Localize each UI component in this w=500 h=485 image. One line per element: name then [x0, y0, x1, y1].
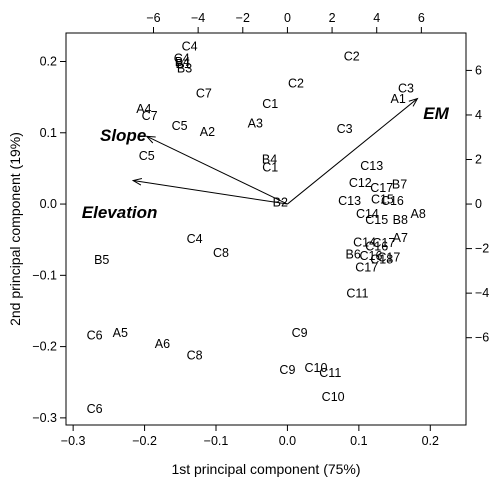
plot-frame — [65, 32, 467, 426]
point-label: B5 — [94, 253, 109, 267]
point-label: B7 — [392, 178, 407, 192]
top-tick-label: −4 — [191, 11, 205, 25]
y-tick-label: −0.2 — [32, 340, 57, 354]
point-label: B3 — [177, 61, 192, 75]
point-label: C16 — [360, 249, 383, 263]
point-label: C1 — [262, 97, 278, 111]
point-label: B6 — [345, 247, 360, 261]
vector-arrowhead — [131, 178, 143, 186]
right-tick-label: 6 — [475, 63, 482, 77]
point-label: B4 — [175, 55, 190, 69]
vector-arrowhead — [408, 97, 419, 107]
point-label: A8 — [410, 207, 425, 221]
point-label: C8 — [187, 349, 203, 363]
x-tick-label: 0.0 — [279, 434, 296, 448]
point-label: A7 — [393, 231, 408, 245]
point-label: C16 — [365, 240, 388, 254]
point-label: B2 — [273, 195, 288, 209]
point-label: B8 — [393, 213, 408, 227]
point-label: A4 — [136, 102, 151, 116]
point-label: C5 — [172, 119, 188, 133]
vector-line — [146, 135, 288, 205]
point-label: B4 — [262, 153, 277, 167]
point-label: C17 — [370, 181, 393, 195]
axes-layer: −0.3 −0.2 −0.1 0.0 0.1 0.2 −0.3 −0.2 −0.1 0.0 0.1 0… — [32, 11, 489, 448]
point-label: A1 — [390, 92, 405, 106]
point-label: C4 — [174, 51, 190, 65]
right-tick-label: −4 — [475, 286, 489, 300]
point-label: C13 — [360, 159, 383, 173]
point-label: C15 — [365, 213, 388, 227]
point-label: A6 — [155, 337, 170, 351]
right-tick-label: −6 — [475, 331, 489, 345]
point-label: C1 — [262, 160, 278, 174]
y-tick-label: 0.0 — [40, 197, 57, 211]
y-tick-label: −0.3 — [32, 411, 57, 425]
point-label: C10 — [305, 361, 328, 375]
top-tick-label: 4 — [373, 11, 380, 25]
point-label: C11 — [319, 366, 341, 380]
vector-line — [133, 180, 288, 205]
point-label: C17 — [372, 236, 395, 250]
point-label: C9 — [292, 326, 308, 340]
point-label: C2 — [344, 49, 360, 63]
x-tick-label: −0.1 — [204, 434, 229, 448]
y-tick-label: 0.1 — [40, 126, 57, 140]
y-tick-label: 0.2 — [40, 55, 57, 69]
point-label: C14 — [353, 235, 376, 249]
point-label: C15 — [371, 193, 394, 207]
x-tick-label: 0.1 — [350, 434, 367, 448]
right-tick-label: 2 — [475, 153, 482, 167]
vectors-layer: Slope Elevation EM — [82, 97, 450, 222]
point-label: C14 — [356, 207, 379, 221]
vector-label: EM — [423, 104, 449, 123]
point-label: C17 — [355, 260, 378, 274]
point-label: A2 — [200, 125, 215, 139]
point-label: C16 — [381, 194, 404, 208]
point-label: C2 — [288, 76, 304, 90]
top-tick-label: 0 — [284, 11, 291, 25]
vector-arrowhead — [145, 135, 156, 144]
vector-line — [287, 98, 418, 205]
point-label: C11 — [346, 287, 368, 301]
point-label: C3 — [398, 81, 414, 95]
top-tick-label: 2 — [329, 11, 336, 25]
right-tick-label: −2 — [475, 242, 489, 256]
point-label: C4 — [187, 232, 203, 246]
vector-label: Elevation — [82, 203, 158, 222]
point-label: C6 — [87, 402, 103, 416]
x-tick-label: −0.2 — [132, 434, 157, 448]
point-label: C17 — [377, 250, 400, 264]
point-label: C10 — [322, 390, 345, 404]
top-tick-label: −2 — [236, 11, 250, 25]
point-label: A3 — [248, 116, 263, 130]
vector-label: Slope — [100, 126, 146, 145]
point-label: A5 — [113, 326, 128, 340]
point-label: C8 — [213, 246, 229, 260]
y-axis-title: 2nd principal component (19%) — [7, 132, 23, 326]
point-label: C13 — [338, 194, 361, 208]
x-tick-label: 0.2 — [422, 434, 439, 448]
point-label: B1 — [175, 57, 190, 71]
point-label: C5 — [139, 149, 155, 163]
point-label: C12 — [349, 176, 372, 190]
point-label: C3 — [337, 122, 353, 136]
point-label: C6 — [87, 329, 103, 343]
point-label: C9 — [279, 363, 295, 377]
x-tick-label: −0.3 — [61, 434, 86, 448]
top-tick-label: −6 — [146, 11, 160, 25]
x-axis-title: 1st principal component (75%) — [171, 461, 360, 477]
point-label: C7 — [142, 109, 158, 123]
point-label: C4 — [182, 39, 198, 53]
right-tick-label: 0 — [475, 197, 482, 211]
point-label: C7 — [196, 86, 212, 100]
y-tick-label: −0.1 — [32, 268, 57, 282]
right-tick-label: 4 — [475, 108, 482, 122]
top-tick-label: 6 — [418, 11, 425, 25]
point-label: C18 — [370, 252, 393, 266]
